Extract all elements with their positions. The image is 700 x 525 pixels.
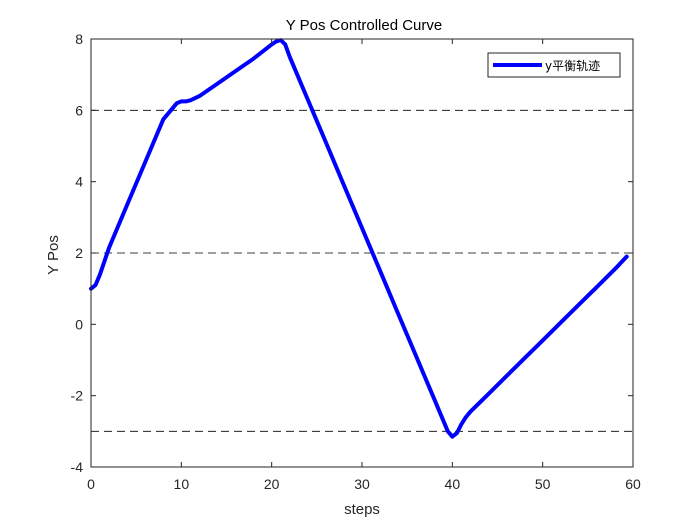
y-tick-label: 6 <box>75 102 83 118</box>
x-axis-ticks: 0 10 20 30 40 50 60 <box>87 39 641 492</box>
y-tick-label: 8 <box>75 31 83 47</box>
chart-title: Y Pos Controlled Curve <box>286 17 442 34</box>
y-axis-ticks: -4 -2 0 2 4 6 8 <box>71 31 633 475</box>
x-tick-label: 40 <box>445 476 461 492</box>
y-tick-label: -2 <box>71 388 84 404</box>
x-tick-label: 60 <box>625 476 641 492</box>
series-line <box>89 38 629 439</box>
x-axis-label: steps <box>344 501 380 518</box>
reference-lines <box>91 38 633 432</box>
series-layer <box>89 38 629 439</box>
y-tick-label: 0 <box>75 316 83 332</box>
y-tick-label: 2 <box>75 245 83 261</box>
legend-label: y平衡轨迹 <box>545 59 600 73</box>
x-tick-label: 30 <box>354 476 370 492</box>
y-axis-label: Y Pos <box>45 235 62 275</box>
x-tick-label: 50 <box>535 476 551 492</box>
y-tick-label: 4 <box>75 174 83 190</box>
x-tick-label: 0 <box>87 476 95 492</box>
legend: y平衡轨迹 <box>487 52 621 78</box>
y-tick-label: -4 <box>71 459 84 475</box>
x-tick-label: 10 <box>174 476 190 492</box>
x-tick-label: 20 <box>264 476 280 492</box>
